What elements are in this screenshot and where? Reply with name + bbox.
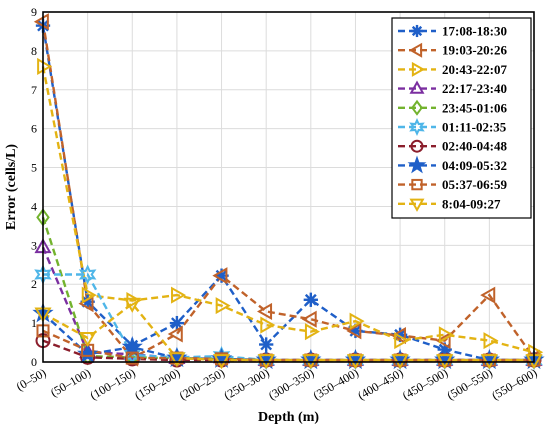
data-point	[394, 332, 410, 350]
series-markers-group	[34, 297, 543, 370]
data-point	[436, 354, 454, 370]
legend-entry: 20:43-22:07	[398, 62, 507, 77]
data-point	[169, 315, 185, 331]
y-tick-label: 2	[31, 277, 37, 291]
legend-label: 05:37-06:59	[442, 177, 507, 192]
data-point	[257, 302, 273, 320]
data-point	[171, 286, 187, 304]
y-tick-label: 9	[31, 5, 37, 19]
data-point	[411, 61, 426, 77]
legend-entry: 8:04-09:27	[398, 196, 501, 212]
data-point	[410, 139, 424, 153]
series-line	[41, 21, 535, 360]
data-point	[435, 332, 451, 350]
data-point	[407, 155, 427, 174]
legend-entry: 23:45-01:06	[398, 99, 507, 116]
legend-label: 01:11-02:35	[442, 120, 507, 135]
series-markers-group	[33, 13, 540, 367]
data-point	[390, 327, 406, 345]
data-point	[303, 292, 318, 307]
legend-entry: 05:37-06:59	[398, 177, 507, 192]
data-point	[125, 351, 139, 365]
data-point	[408, 42, 423, 58]
plot-frame	[42, 11, 535, 363]
legend-label: 17:08-18:30	[442, 24, 507, 39]
legend-entry: 22:17-23:40	[398, 80, 507, 96]
data-point	[260, 316, 276, 334]
data-point	[409, 118, 425, 136]
data-point	[409, 80, 425, 94]
legend-entry: 02:40-04:48	[398, 139, 507, 154]
data-point	[212, 267, 228, 285]
data-point	[257, 354, 275, 370]
data-point	[301, 310, 317, 328]
data-point	[167, 325, 183, 343]
legend-entry: 01:11-02:35	[398, 118, 507, 136]
data-point	[259, 337, 274, 352]
data-point	[123, 297, 141, 313]
legend: 17:08-18:30 19:03-20:26 20:43-22:07 22:17-2…	[391, 17, 532, 219]
legend-label: 22:17-23:40	[442, 81, 507, 96]
data-point	[121, 336, 143, 357]
data-point	[411, 178, 423, 191]
series-markers-group	[37, 57, 544, 361]
y-tick-label: 0	[31, 355, 37, 369]
y-tick-label: 8	[31, 44, 37, 58]
y-axis-label: Error (cells/L)	[4, 144, 19, 231]
legend-label: 23:45-01:06	[442, 100, 507, 115]
legend-label: 20:43-22:07	[442, 62, 507, 77]
data-point	[37, 57, 53, 75]
data-point	[168, 352, 186, 368]
legend-entry: 17:08-18:30	[398, 24, 507, 39]
x-axis-label: Depth (m)	[258, 410, 319, 425]
legend-entry: 04:09-05:32	[398, 155, 507, 174]
data-point	[304, 323, 320, 341]
data-point	[213, 354, 231, 370]
y-tick-label: 1	[31, 316, 37, 330]
y-tick-label: 6	[31, 122, 37, 136]
series-markers	[32, 13, 545, 371]
data-point	[411, 99, 423, 116]
legend-label: 02:40-04:48	[442, 139, 507, 154]
legend-entry: 19:03-20:26	[398, 43, 507, 58]
y-tick-label: 4	[31, 199, 37, 213]
data-point	[349, 312, 365, 330]
data-point	[33, 13, 49, 31]
y-tick-label: 3	[31, 238, 37, 252]
y-tick-labels: 0 1 2 3 4 5 6 7 8 9	[31, 5, 37, 369]
y-tick-label: 7	[31, 83, 37, 97]
data-point	[78, 264, 97, 285]
data-point	[483, 332, 499, 350]
legend-label: 19:03-20:26	[442, 43, 507, 58]
data-point	[409, 198, 425, 212]
data-point	[410, 24, 424, 38]
data-point	[438, 326, 454, 344]
data-point	[81, 286, 97, 304]
data-point	[391, 354, 409, 370]
y-tick-label: 5	[31, 161, 37, 175]
legend-label: 8:04-09:27	[442, 196, 501, 211]
data-point	[215, 297, 231, 315]
data-point	[302, 354, 320, 370]
series-line	[41, 25, 534, 362]
data-point	[480, 286, 496, 304]
data-point	[346, 354, 364, 370]
data-point	[346, 322, 362, 340]
data-point	[480, 354, 498, 370]
legend-label: 04:09-05:32	[442, 158, 507, 173]
data-point	[79, 332, 97, 348]
